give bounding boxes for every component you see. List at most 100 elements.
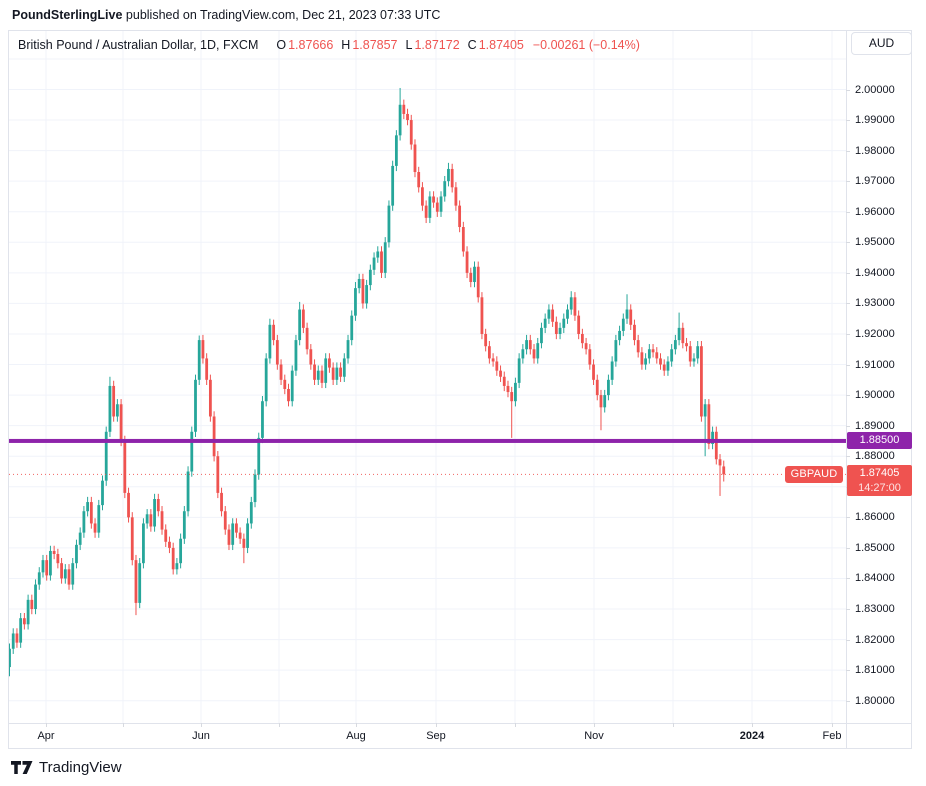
candle-body	[37, 572, 41, 585]
ohlc-label: O	[276, 37, 287, 52]
candle-body	[450, 168, 454, 188]
candle-body	[145, 514, 149, 524]
candle-body	[629, 309, 633, 325]
candle-body	[205, 358, 209, 380]
candle-body	[220, 492, 223, 512]
candle-body	[101, 480, 104, 506]
candle-body	[324, 358, 328, 383]
candle-body	[435, 202, 439, 212]
price-axis-label: 1.90000	[855, 389, 895, 402]
candle-body	[272, 324, 276, 341]
candle-body	[443, 181, 447, 197]
price-axis-label: 1.82000	[855, 633, 895, 646]
candle-body	[647, 349, 651, 359]
candle-body	[242, 538, 246, 548]
candle-body	[119, 404, 123, 441]
price-axis-tick	[846, 242, 850, 244]
time-axis-label: 2024	[739, 730, 765, 742]
candle-body	[673, 340, 677, 350]
candle-body	[707, 404, 711, 444]
candle-body	[473, 266, 476, 283]
symbol-title: British Pound / Australian Dollar, 1D, F…	[18, 37, 259, 52]
horizontal-level-line[interactable]	[9, 438, 846, 443]
candle-body	[543, 318, 547, 328]
candle-body	[41, 560, 45, 573]
candle-body	[461, 227, 465, 252]
time-axis-tick	[594, 723, 595, 727]
candle-body	[354, 288, 357, 316]
ohlc-value: 1.87666	[288, 37, 334, 52]
candle-body	[175, 563, 179, 570]
candle-body	[577, 315, 581, 334]
change-value: −0.00261 (−0.14%)	[532, 37, 640, 52]
candle-body	[376, 251, 380, 258]
candle-body	[685, 343, 688, 347]
price-axis[interactable]: 2.00000 1.99000 1.98000 1.97000 1.96000 1.950…	[846, 56, 912, 723]
candle-body	[268, 324, 272, 359]
time-axis[interactable]: Apr Jun Aug Sep Nov 2024 Feb	[9, 723, 846, 749]
candle-body	[305, 327, 309, 350]
candle-body	[63, 569, 67, 579]
candle-body	[11, 633, 15, 649]
candlestick-plot[interactable]	[9, 31, 846, 723]
price-axis-label: 2.00000	[855, 83, 895, 96]
candle-body	[633, 324, 636, 341]
candle-body	[718, 459, 722, 466]
candle-body	[514, 382, 517, 402]
candle-body	[350, 315, 354, 341]
candle-body	[580, 333, 584, 344]
candle-body	[316, 370, 320, 380]
candle-body	[640, 352, 644, 365]
price-axis-tick	[846, 670, 850, 672]
price-axis-label: 1.81000	[855, 664, 895, 677]
candle-body	[692, 358, 696, 362]
ohlc-label: C	[467, 37, 477, 52]
time-axis-tick	[832, 723, 833, 727]
price-axis-label: 1.84000	[855, 572, 895, 585]
candle-body	[618, 330, 621, 341]
candle-body	[510, 392, 514, 402]
price-axis-label: 1.86000	[855, 511, 895, 524]
price-axis-label: 1.93000	[855, 297, 895, 310]
candle-body	[406, 113, 409, 121]
price-axis-label: 1.94000	[855, 266, 895, 279]
candle-body	[22, 618, 26, 625]
candle-body	[465, 251, 469, 273]
candle-body	[476, 266, 480, 298]
candle-body	[275, 340, 279, 365]
current-price-badge: 1.87405 14:27:00	[847, 465, 912, 497]
price-axis-tick	[846, 333, 850, 335]
tradingview-logo[interactable]: TradingView	[11, 759, 122, 776]
ohlc-value: 1.87857	[352, 37, 398, 52]
candle-body	[428, 196, 432, 218]
ohlc-value: 1.87172	[414, 37, 460, 52]
candle-body	[60, 563, 63, 579]
candle-body	[659, 358, 662, 365]
candle-body	[78, 532, 82, 545]
candle-body	[71, 563, 75, 585]
currency-button[interactable]: AUD	[851, 32, 912, 55]
price-axis-tick	[846, 364, 850, 366]
attribution-text: published on TradingView.com, Dec 21, 20…	[122, 8, 441, 22]
candle-body	[19, 618, 23, 643]
price-axis-tick	[846, 395, 850, 397]
candle-body	[294, 340, 298, 371]
time-axis-label: Jun	[192, 730, 210, 742]
time-axis-tick	[515, 723, 516, 727]
candle-body	[160, 511, 164, 530]
candle-body	[409, 120, 413, 145]
candle-body	[573, 297, 577, 316]
candle-body	[491, 358, 495, 362]
tradingview-logo-text: TradingView	[39, 759, 122, 776]
price-axis-tick	[846, 639, 850, 641]
candle-body	[138, 563, 142, 603]
candle-body	[89, 502, 93, 524]
candle-body	[421, 187, 424, 206]
candle-body	[711, 431, 714, 444]
time-axis-tick	[356, 723, 357, 727]
candle-body	[439, 196, 443, 212]
price-axis-tick	[846, 517, 850, 519]
price-axis-tick	[846, 272, 850, 274]
candle-body	[361, 278, 365, 304]
candle-body	[26, 599, 30, 625]
